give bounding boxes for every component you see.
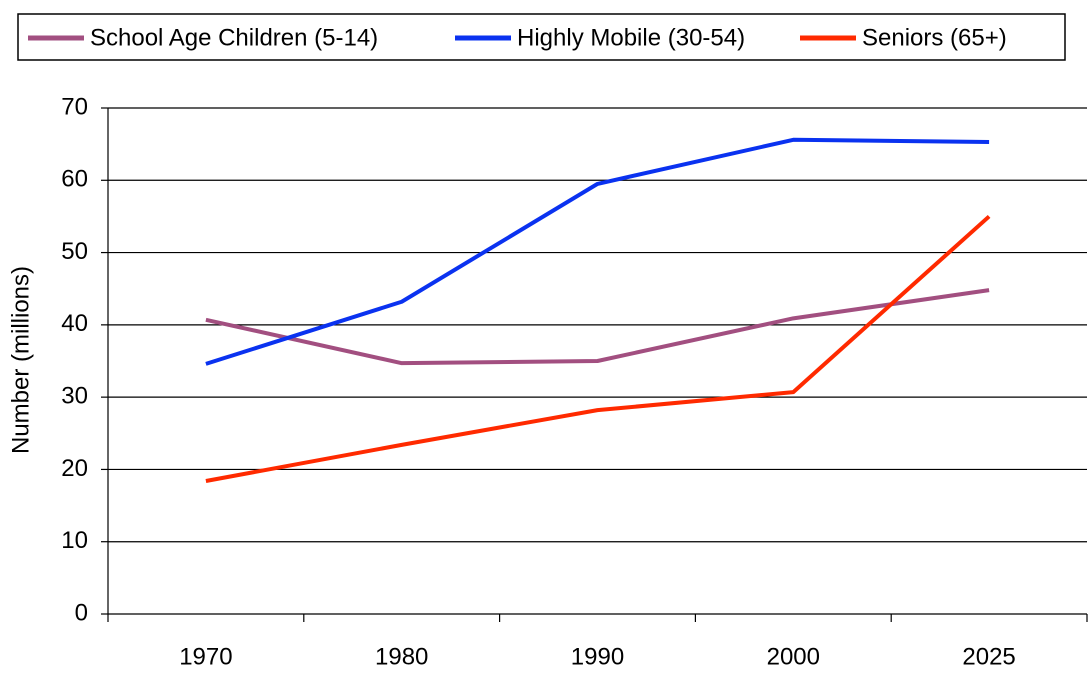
legend-label: Highly Mobile (30-54): [517, 24, 745, 51]
x-tick-label: 1980: [375, 643, 428, 670]
y-tick-label: 0: [75, 599, 88, 626]
series-line: [205, 214, 991, 483]
x-tick-label: 1970: [179, 643, 232, 670]
y-tick-label: 20: [61, 455, 88, 482]
series-line: [205, 137, 990, 366]
series-line: [205, 288, 990, 366]
y-tick-label: 10: [61, 527, 88, 554]
x-tick-label: 2000: [767, 643, 820, 670]
y-tick-label: 30: [61, 382, 88, 409]
legend-label: School Age Children (5-14): [90, 24, 378, 51]
y-tick-label: 60: [61, 166, 88, 193]
y-tick-label: 40: [61, 310, 88, 337]
x-tick-label: 2025: [962, 643, 1015, 670]
y-tick-label: 50: [61, 238, 88, 265]
y-tick-label: 70: [61, 93, 88, 120]
legend-label: Seniors (65+): [862, 24, 1007, 51]
y-axis-label: Number (millions): [7, 266, 34, 454]
x-tick-label: 1990: [571, 643, 624, 670]
legend-box: [17, 13, 1066, 61]
